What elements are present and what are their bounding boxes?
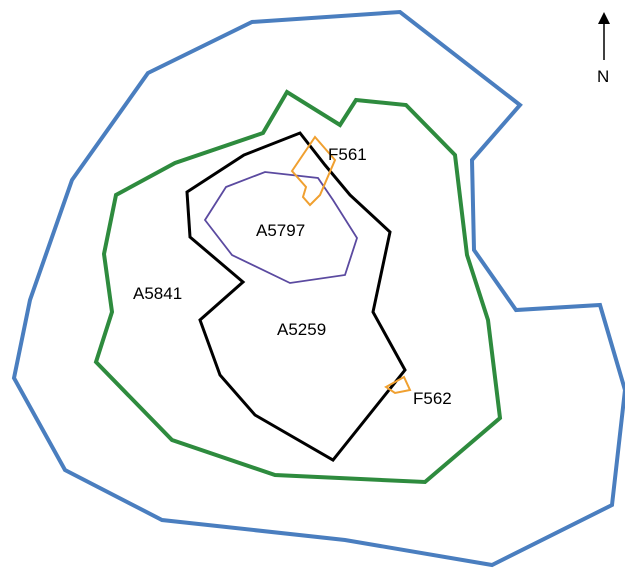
- feature-f561-outline: [290, 135, 337, 207]
- label-f562: F562: [413, 389, 452, 408]
- outer-boundary: [11, 9, 625, 568]
- north-label: N: [597, 67, 609, 86]
- label-a5259: A5259: [277, 320, 326, 339]
- context-a5259-boundary: [185, 131, 407, 462]
- label-a5841: A5841: [133, 284, 182, 303]
- feature-f562-outline: [384, 375, 412, 395]
- label-a5797: A5797: [256, 221, 305, 240]
- context-a5841-boundary: [93, 89, 503, 485]
- north-arrow-head: [598, 12, 610, 24]
- label-f561: F561: [328, 145, 367, 164]
- context-a5797-boundary: [203, 171, 358, 284]
